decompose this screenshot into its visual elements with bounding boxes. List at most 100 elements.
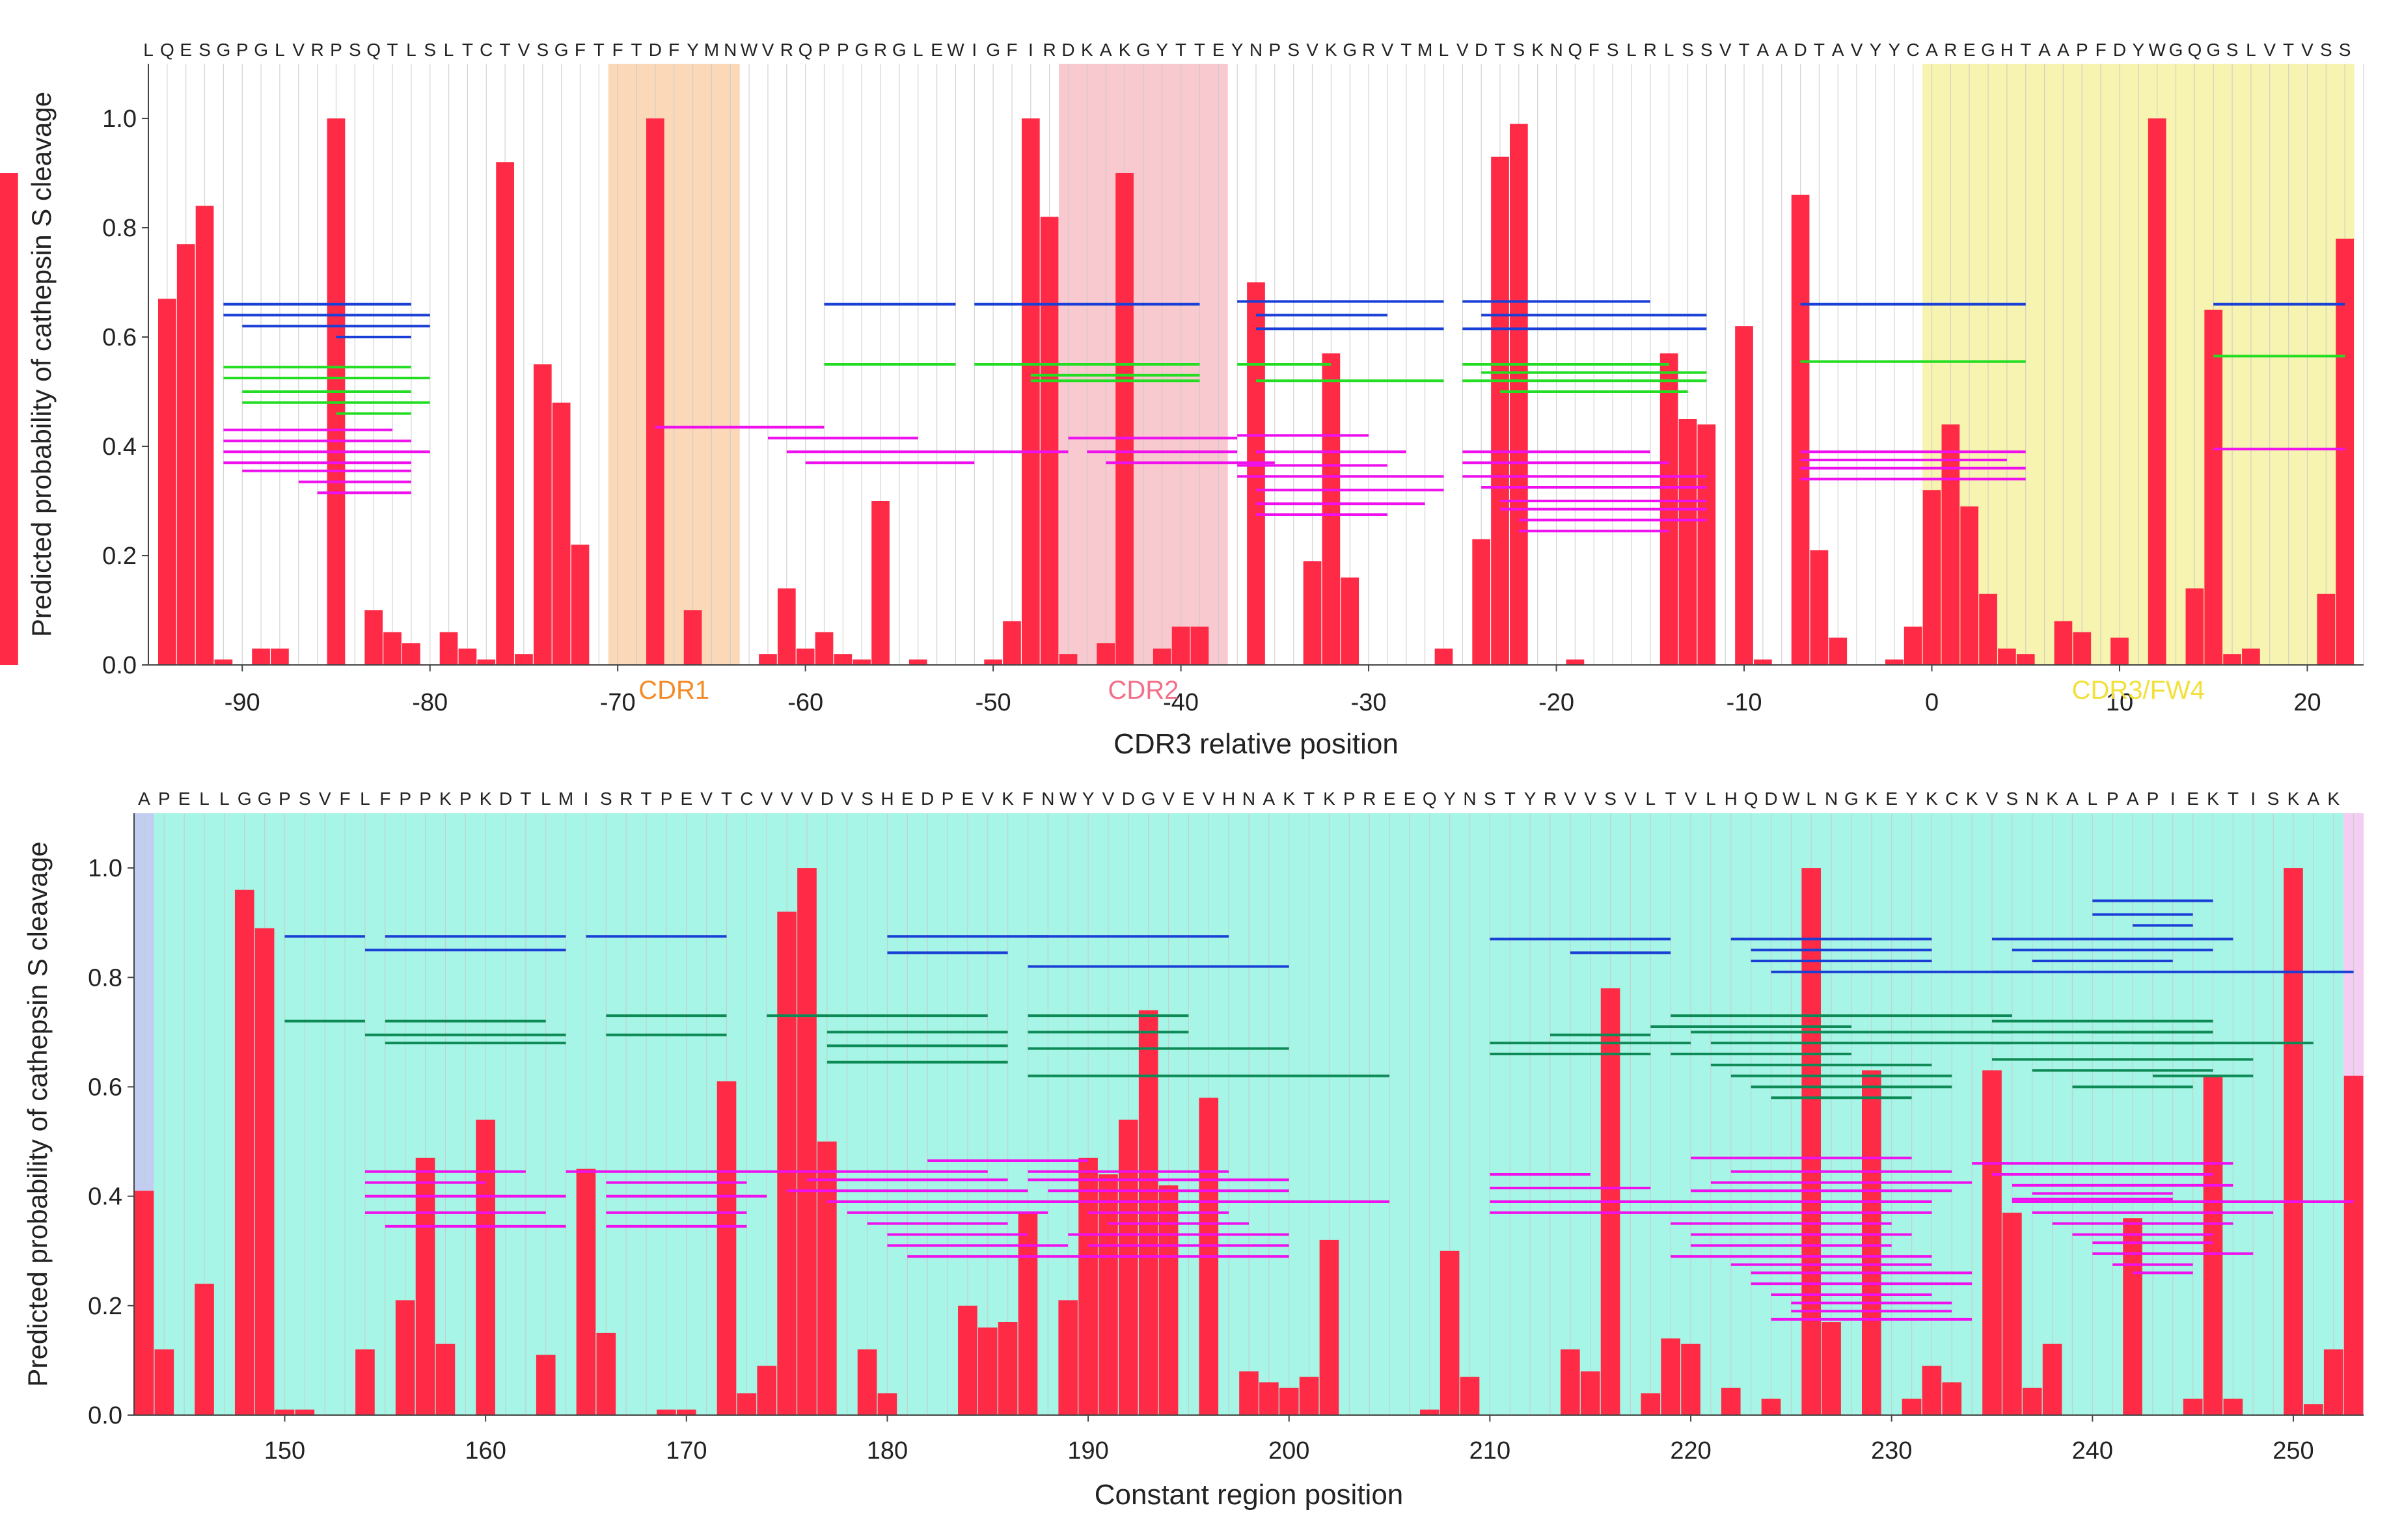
sequence-residue: V (319, 789, 331, 809)
sequence-residue: T (2283, 40, 2294, 60)
x-tick-label: 220 (1670, 1437, 1711, 1465)
sequence-residue: L (360, 789, 370, 809)
sequence-residue: F (668, 40, 679, 60)
sequence-residue: R (1363, 789, 1376, 809)
x-tick-label: 230 (1871, 1437, 1912, 1465)
y-tick-label: 0.4 (88, 1183, 122, 1211)
bar-pos--93 (176, 244, 195, 665)
bar-pos--49 (1003, 621, 1021, 665)
sequence-residue: S (2320, 40, 2332, 60)
sequence-residue: Y (1905, 789, 1918, 809)
bar-pos-229 (1861, 1070, 1881, 1415)
bar-pos--48 (1021, 118, 1040, 665)
bar-pos--9 (1754, 659, 1772, 665)
sequence-residue: S (1682, 40, 1694, 60)
y-tick-label: 0.6 (102, 324, 137, 351)
bar-pos-148 (234, 889, 254, 1415)
y-tick-label: 0.8 (88, 964, 122, 992)
y-tick-label: 1.0 (102, 105, 137, 133)
sequence-residue: T (640, 789, 651, 809)
sequence-residue: K (1325, 40, 1337, 60)
sequence-residue: K (1119, 40, 1131, 60)
sequence-residue: T (1738, 40, 1749, 60)
sequence-residue: W (741, 40, 758, 60)
bar-pos--61 (777, 588, 796, 665)
bar-pos--75 (515, 654, 533, 665)
bar-pos-179 (857, 1349, 877, 1415)
sequence-residue: V (1624, 789, 1637, 809)
sequence-residue: V (2301, 40, 2314, 60)
y-tick-label: 0.4 (102, 433, 137, 461)
sequence-residue: Q (160, 40, 174, 60)
bar-pos-187 (1018, 1212, 1038, 1415)
sequence-residue: T (631, 40, 642, 60)
x-tick-label: 20 (2293, 689, 2321, 716)
sequence-residue: V (1719, 40, 1732, 60)
x-tick-label: 210 (1469, 1437, 1510, 1465)
bar-pos-15 (2204, 310, 2223, 665)
bar-pos-7 (2054, 621, 2073, 665)
sequence-residue: E (1212, 40, 1225, 60)
bar-pos--57 (853, 659, 871, 665)
bar-pos-154 (355, 1349, 375, 1415)
sequence-residue: K (1966, 789, 1978, 809)
bar-pos--54 (908, 659, 927, 665)
sequence-residue: T (1814, 40, 1825, 60)
sequence-residue: V (762, 40, 774, 60)
sequence-residue: G (854, 40, 869, 60)
sequence-residue: W (1782, 789, 1800, 809)
sequence-residue: S (2339, 40, 2351, 60)
y-tick-label: 0.8 (102, 215, 137, 242)
x-tick-label: 170 (666, 1437, 707, 1465)
bottom-panel-constant-region-chart: 0.0 0.2 0.4 0.6 0.8 1.0 150 160 170 180 190 200 210 2… (22, 789, 2364, 1511)
y-tick-label: 0.2 (102, 543, 137, 570)
bar-pos-242 (2123, 1218, 2142, 1415)
bar-pos-194 (1158, 1185, 1179, 1415)
sequence-residue: T (594, 40, 605, 60)
x-tick-label: -20 (1538, 689, 1574, 716)
sequence-residue: W (2148, 40, 2166, 60)
sequence-residue: V (1456, 40, 1469, 60)
sequence-residue: R (874, 40, 887, 60)
sequence-residue: V (1986, 789, 1999, 809)
sequence-residue: E (931, 40, 943, 60)
x-tick-label: 0 (1925, 689, 1939, 716)
sequence-residue: K (1926, 789, 1938, 809)
sequence-residue: E (680, 789, 692, 809)
bar-pos--22 (1510, 124, 1528, 665)
sequence-residue: V (1102, 789, 1115, 809)
sequence-residue: V (292, 40, 305, 60)
sequence-residue: L (2088, 789, 2098, 809)
bar-pos-176 (797, 868, 817, 1415)
sequence-residue: E (901, 789, 914, 809)
x-tick-label: -80 (412, 689, 448, 716)
sequence-residue: G (2169, 40, 2183, 60)
sequence-residue: D (1122, 789, 1135, 809)
sequence-residue: R (1043, 40, 1056, 60)
sequence-residue: M (1417, 40, 1432, 60)
sequence-residue: T (520, 789, 531, 809)
sequence-residue: V (981, 789, 994, 809)
sequence-residue: T (2020, 40, 2031, 60)
sequence-residue: V (1564, 789, 1576, 809)
sequence-residue: F (2095, 40, 2107, 60)
sequence-residue: C (1945, 789, 1958, 809)
x-tick-label: -70 (600, 689, 636, 716)
sequence-residue: N (724, 40, 737, 60)
bar-pos--44 (1097, 643, 1115, 665)
bar-pos-184 (958, 1305, 977, 1415)
sequence-residue: G (1343, 40, 1357, 60)
sequence-residue: T (462, 40, 473, 60)
bar-pos--1 (1904, 627, 1922, 665)
sequence-residue: L (913, 40, 923, 60)
sequence-residue: P (837, 40, 849, 60)
sequence-residue: A (2307, 789, 2319, 809)
sequence-residue: K (1002, 789, 1014, 809)
sequence-residue: K (2327, 789, 2340, 809)
sequence-residue: A (1926, 40, 1938, 60)
bar-pos-177 (817, 1141, 837, 1415)
x-tick-label: 240 (2072, 1437, 2113, 1465)
sequence-residue: Y (1231, 40, 1244, 60)
bar-pos-158 (435, 1344, 456, 1415)
sequence-residue: Q (1423, 789, 1437, 809)
